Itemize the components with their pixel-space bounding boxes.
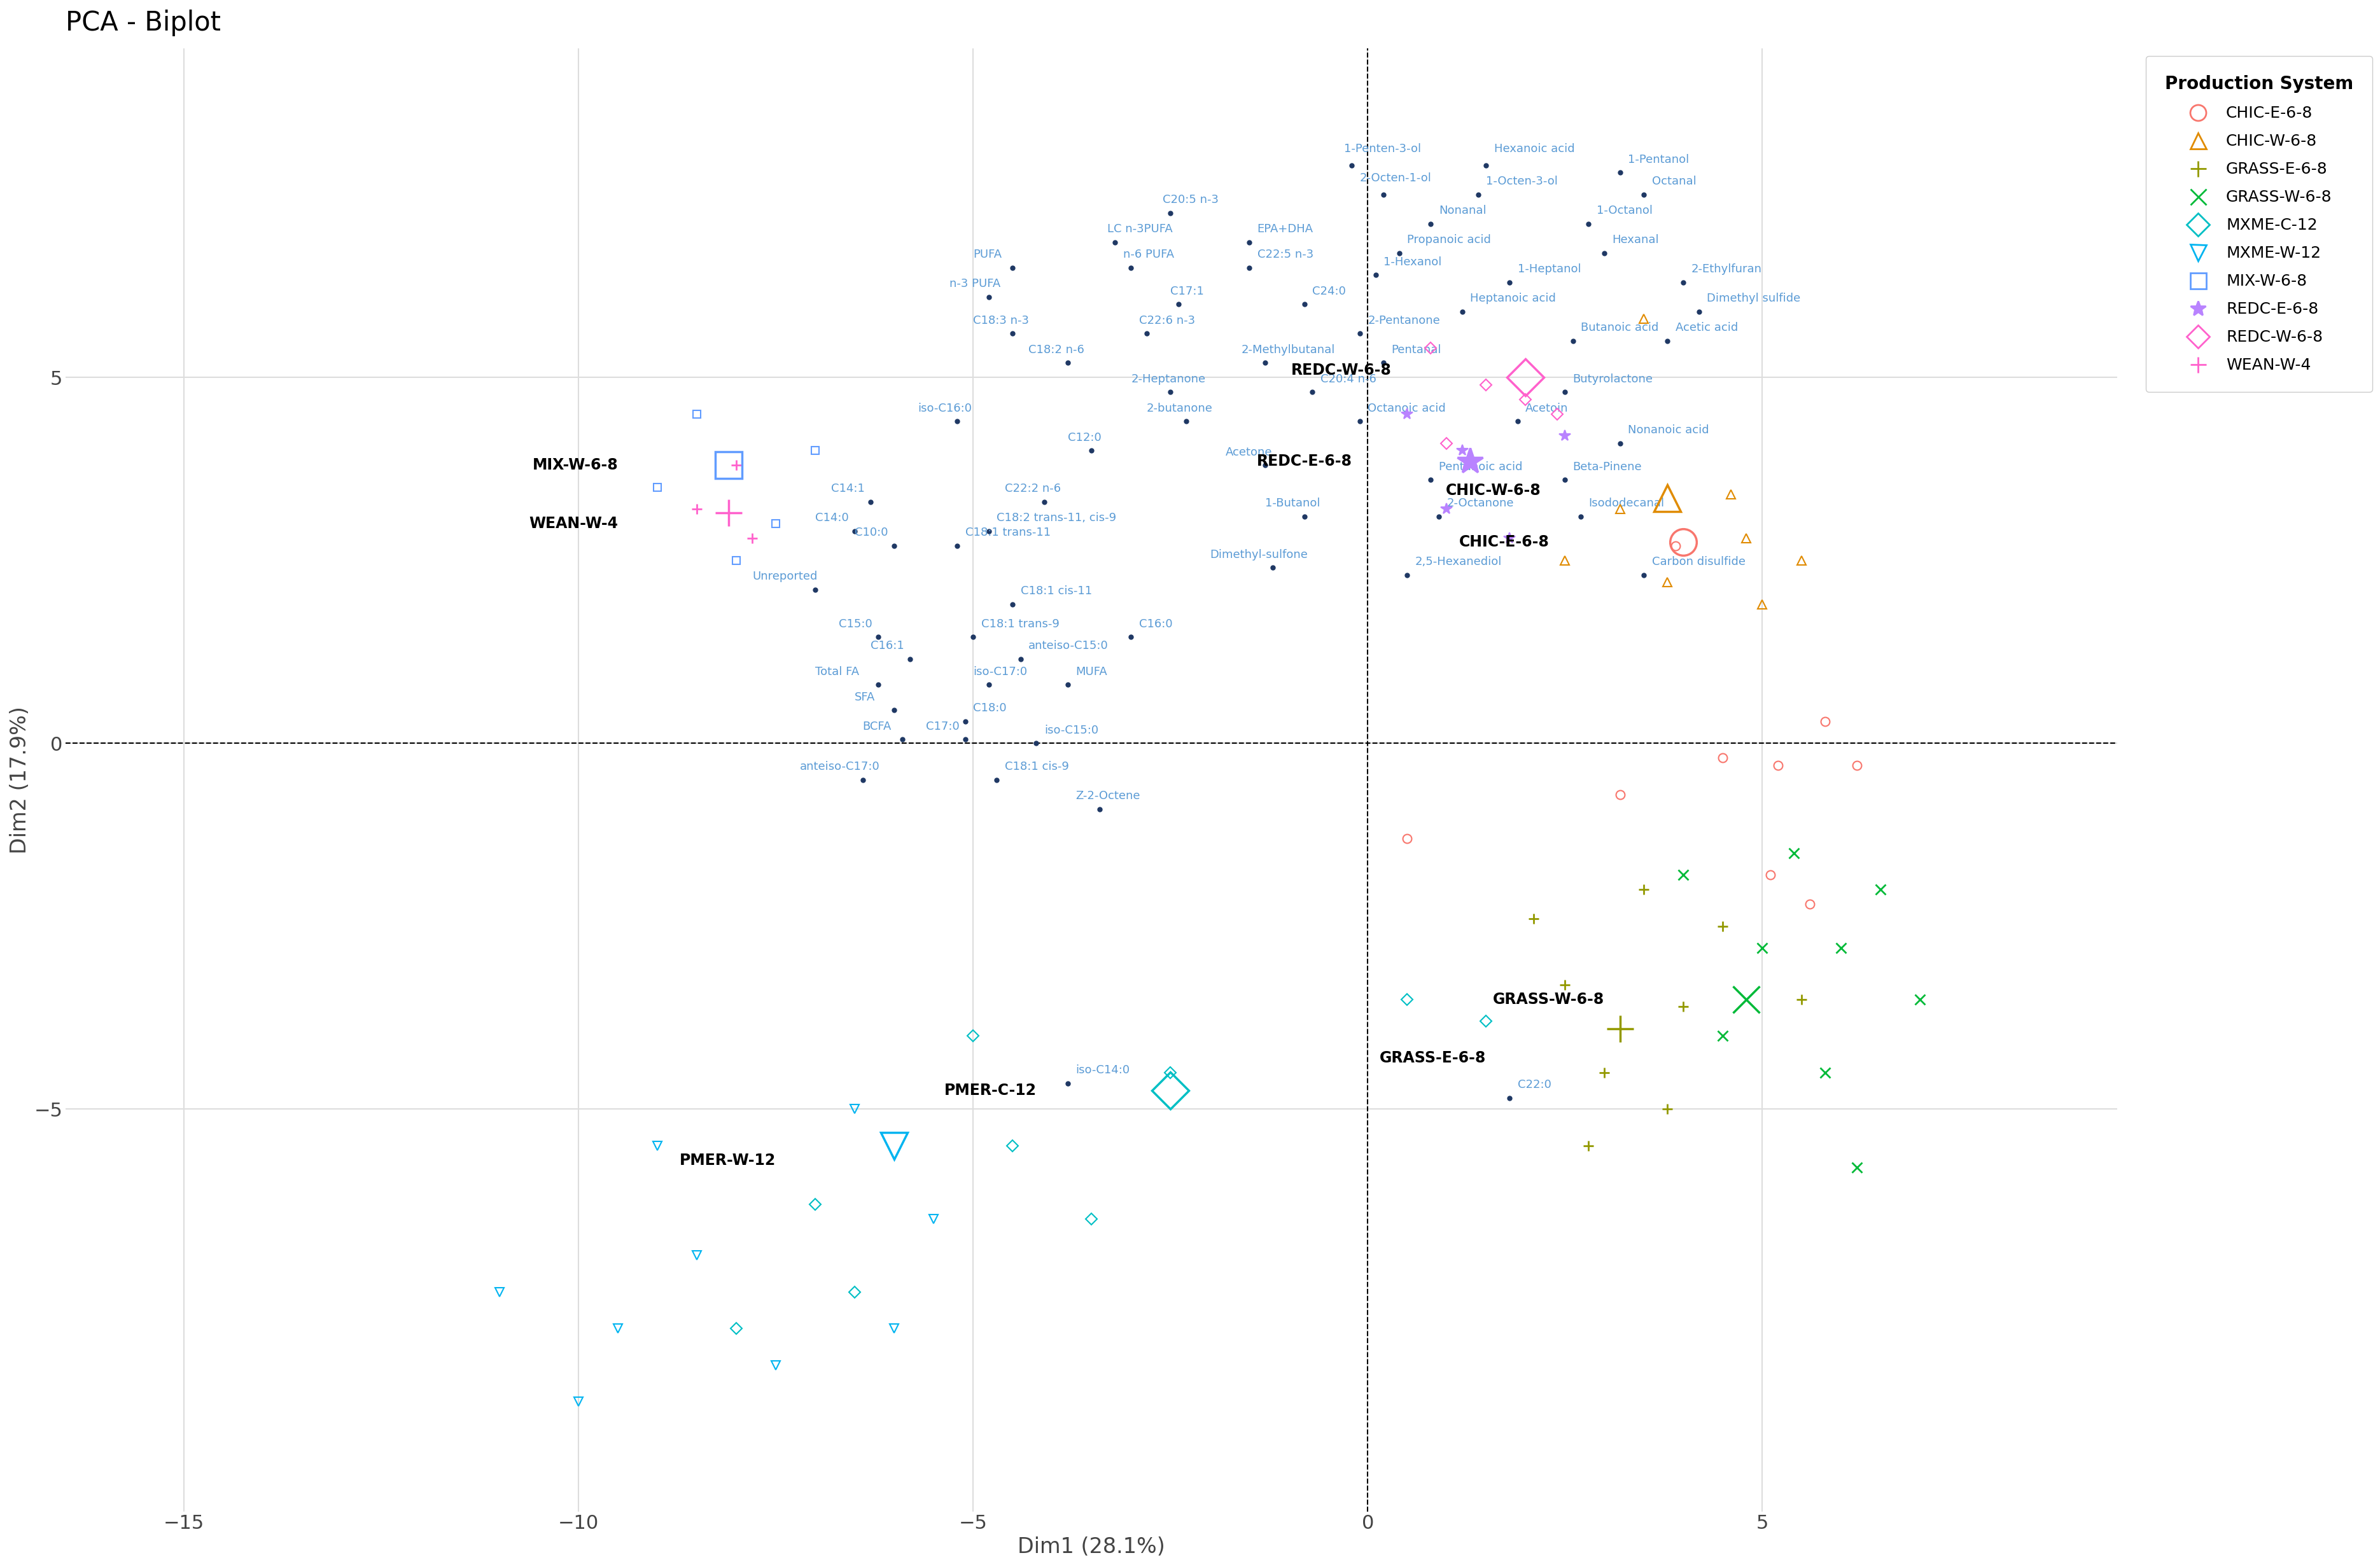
Text: 1-Hexanol: 1-Hexanol [1383,257,1442,268]
Text: Acetone: Acetone [1226,447,1273,458]
Text: 1-Butanol: 1-Butanol [1266,498,1321,509]
Text: C24:0: C24:0 [1311,285,1347,298]
Text: WEAN-W-4: WEAN-W-4 [528,516,619,531]
Text: MUFA: MUFA [1076,666,1107,677]
Text: 2-Ethylfuran: 2-Ethylfuran [1692,263,1761,274]
Text: 1-Heptanol: 1-Heptanol [1518,263,1580,274]
Text: C18:2 n-6: C18:2 n-6 [1028,345,1085,356]
Text: n-3 PUFA: n-3 PUFA [950,279,1000,290]
X-axis label: Dim1 (28.1%): Dim1 (28.1%) [1019,1537,1166,1558]
Text: CHIC-E-6-8: CHIC-E-6-8 [1459,534,1549,550]
Text: C14:1: C14:1 [831,483,864,495]
Text: Hexanal: Hexanal [1611,235,1659,246]
Text: n-6 PUFA: n-6 PUFA [1123,249,1173,260]
Legend: CHIC-E-6-8, CHIC-W-6-8, GRASS-E-6-8, GRASS-W-6-8, MXME-C-12, MXME-W-12, MIX-W-6-: CHIC-E-6-8, CHIC-W-6-8, GRASS-E-6-8, GRA… [2147,56,2373,392]
Text: 2-Octen-1-ol: 2-Octen-1-ol [1359,172,1433,183]
Text: 1-Octen-3-ol: 1-Octen-3-ol [1485,176,1559,186]
Text: C16:0: C16:0 [1140,619,1173,630]
Text: C18:3 n-3: C18:3 n-3 [973,315,1028,326]
Text: iso-C14:0: iso-C14:0 [1076,1064,1130,1077]
Text: C18:1 cis-11: C18:1 cis-11 [1021,586,1092,597]
Text: 1-Pentanol: 1-Pentanol [1628,154,1690,165]
Text: C18:1 trans-11: C18:1 trans-11 [966,527,1050,539]
Text: C22:2 n-6: C22:2 n-6 [1004,483,1061,495]
Text: GRASS-W-6-8: GRASS-W-6-8 [1492,992,1604,1008]
Text: BCFA: BCFA [862,721,892,732]
Text: 2-Octanone: 2-Octanone [1447,498,1514,509]
Text: Heptanoic acid: Heptanoic acid [1471,293,1557,304]
Text: Octanoic acid: Octanoic acid [1368,403,1445,414]
Text: CHIC-W-6-8: CHIC-W-6-8 [1447,483,1542,498]
Text: Acetic acid: Acetic acid [1676,323,1737,334]
Text: C10:0: C10:0 [854,527,888,539]
Text: Nonanal: Nonanal [1440,205,1485,216]
Text: Butanoic acid: Butanoic acid [1580,323,1659,334]
Text: C22:5 n-3: C22:5 n-3 [1257,249,1314,260]
Text: Carbon disulfide: Carbon disulfide [1652,556,1745,567]
Text: Total FA: Total FA [816,666,859,677]
Text: C22:0: C22:0 [1518,1080,1552,1091]
Text: C20:4 n-6: C20:4 n-6 [1321,373,1376,385]
Text: Z-2-Octene: Z-2-Octene [1076,790,1140,802]
Text: Acetoin: Acetoin [1526,403,1568,414]
Text: C16:1: C16:1 [871,641,904,652]
Text: 2,5-Hexanediol: 2,5-Hexanediol [1416,556,1502,567]
Text: GRASS-E-6-8: GRASS-E-6-8 [1380,1050,1485,1066]
Text: Beta-Pinene: Beta-Pinene [1573,461,1642,473]
Y-axis label: Dim2 (17.9%): Dim2 (17.9%) [10,707,31,854]
Text: C22:6 n-3: C22:6 n-3 [1140,315,1195,326]
Text: SFA: SFA [854,691,876,704]
Text: C12:0: C12:0 [1069,432,1102,443]
Text: 2-Heptanone: 2-Heptanone [1130,373,1207,385]
Text: anteiso-C15:0: anteiso-C15:0 [1028,641,1109,652]
Text: MIX-W-6-8: MIX-W-6-8 [533,458,619,473]
Text: C20:5 n-3: C20:5 n-3 [1161,194,1219,205]
Text: Propanoic acid: Propanoic acid [1407,235,1492,246]
Text: EPA+DHA: EPA+DHA [1257,224,1314,235]
Text: C18:0: C18:0 [973,702,1007,715]
Text: 1-Penten-3-ol: 1-Penten-3-ol [1345,143,1421,154]
Text: PUFA: PUFA [973,249,1002,260]
Text: iso-C17:0: iso-C17:0 [973,666,1028,677]
Text: C18:1 cis-9: C18:1 cis-9 [1004,762,1069,773]
Text: REDC-E-6-8: REDC-E-6-8 [1257,454,1352,469]
Text: C17:0: C17:0 [926,721,959,732]
Text: Pentanal: Pentanal [1392,345,1442,356]
Text: 2-Methylbutanal: 2-Methylbutanal [1242,345,1335,356]
Text: C17:1: C17:1 [1171,285,1204,298]
Text: C18:1 trans-9: C18:1 trans-9 [981,619,1059,630]
Text: Dimethyl sulfide: Dimethyl sulfide [1706,293,1802,304]
Text: REDC-W-6-8: REDC-W-6-8 [1290,362,1392,378]
Text: iso-C15:0: iso-C15:0 [1045,724,1097,736]
Text: anteiso-C17:0: anteiso-C17:0 [800,762,881,773]
Text: Isododecanal: Isododecanal [1590,498,1664,509]
Text: 1-Octanol: 1-Octanol [1597,205,1652,216]
Text: PMER-W-12: PMER-W-12 [681,1153,776,1167]
Text: LC n-3PUFA: LC n-3PUFA [1107,224,1173,235]
Text: Octanal: Octanal [1652,176,1697,186]
Text: Pentanoic acid: Pentanoic acid [1440,461,1523,473]
Text: Hexanoic acid: Hexanoic acid [1495,143,1576,154]
Text: C14:0: C14:0 [816,512,850,523]
Text: C18:2 trans-11, cis-9: C18:2 trans-11, cis-9 [997,512,1116,523]
Text: Nonanoic acid: Nonanoic acid [1628,425,1709,436]
Text: iso-C16:0: iso-C16:0 [919,403,971,414]
Text: PCA - Biplot: PCA - Biplot [67,9,221,36]
Text: Butyrolactone: Butyrolactone [1573,373,1654,385]
Text: Dimethyl-sulfone: Dimethyl-sulfone [1209,548,1309,561]
Text: Unreported: Unreported [752,570,816,583]
Text: PMER-C-12: PMER-C-12 [945,1083,1035,1098]
Text: 2-Pentanone: 2-Pentanone [1368,315,1440,326]
Text: 2-butanone: 2-butanone [1147,403,1214,414]
Text: C15:0: C15:0 [840,619,873,630]
